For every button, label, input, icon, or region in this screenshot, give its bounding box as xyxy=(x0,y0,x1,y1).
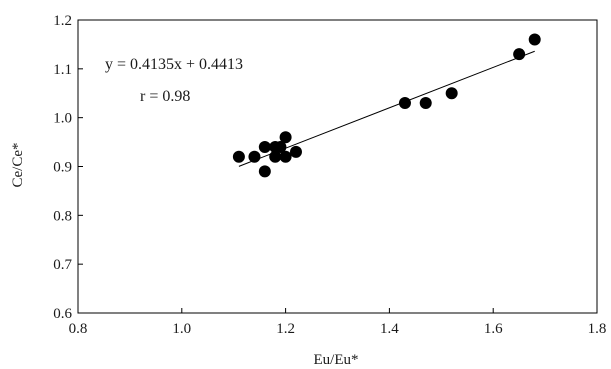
data-point xyxy=(258,165,271,178)
data-point xyxy=(274,140,287,153)
y-tick-label: 1.2 xyxy=(53,13,72,29)
data-point xyxy=(258,140,271,153)
x-tick-label: 1.8 xyxy=(588,321,607,337)
y-tick-label: 0.8 xyxy=(53,208,72,224)
y-tick-label: 1.0 xyxy=(53,111,72,127)
y-axis-title: Ce/Ce* xyxy=(10,143,26,188)
trend-line xyxy=(238,50,535,167)
x-tick-label: 1.4 xyxy=(380,321,399,337)
data-point xyxy=(248,150,261,163)
data-point xyxy=(419,97,432,110)
y-tick-label: 0.6 xyxy=(53,306,72,322)
data-point xyxy=(232,150,245,163)
y-tick-label: 0.9 xyxy=(53,160,72,176)
regression-equation: y = 0.4135x + 0.4413 xyxy=(105,56,243,73)
plot-area-frame xyxy=(77,19,598,314)
data-point xyxy=(279,150,292,163)
data-point xyxy=(269,150,282,163)
x-tick-label: 1.6 xyxy=(484,321,503,337)
x-tick-label: 1.0 xyxy=(172,321,191,337)
data-point xyxy=(528,33,541,46)
data-point xyxy=(289,145,302,158)
y-axis-ticks: 0.6 0.7 0.8 0.9 1.0 1.1 1.2 xyxy=(53,13,83,322)
correlation-coefficient: r = 0.98 xyxy=(140,88,190,105)
data-point xyxy=(398,97,411,110)
x-axis-title: Eu/Eu* xyxy=(314,352,359,368)
data-point xyxy=(279,131,292,144)
x-tick-label: 1.2 xyxy=(276,321,295,337)
x-tick-label: 0.8 xyxy=(69,321,88,337)
x-axis-ticks: 0.8 1.0 1.2 1.4 1.6 1.8 xyxy=(69,308,607,337)
data-point xyxy=(445,87,458,100)
data-point xyxy=(513,48,526,61)
y-tick-label: 0.7 xyxy=(53,257,72,273)
data-points xyxy=(232,33,541,178)
y-tick-label: 1.1 xyxy=(53,62,72,78)
